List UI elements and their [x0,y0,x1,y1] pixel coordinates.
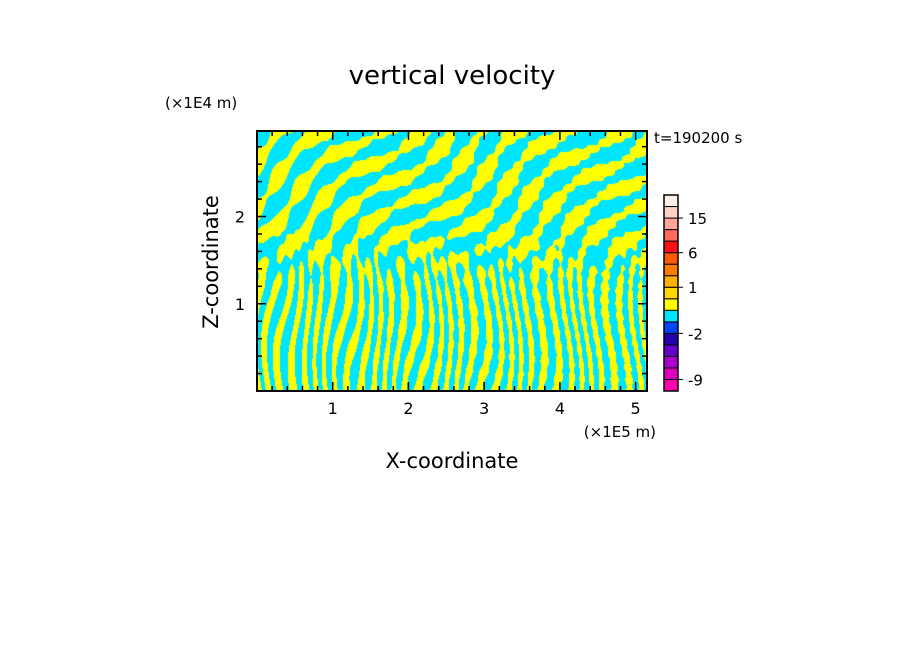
colorbar-tick-label: 15 [688,210,707,228]
x-tick-label: 4 [555,399,565,418]
colorbar-swatch [663,309,679,323]
colorbar-swatch [663,263,679,277]
colorbar-tick-label: -9 [688,371,703,389]
y-tick-label: 1 [235,295,245,314]
y-axis-unit: (×1E4 m) [165,94,237,112]
colorbar-swatch [663,332,679,346]
colorbar-swatch [663,194,679,208]
colorbar-tick-label: 1 [688,279,698,297]
colorbar-tick-label: 6 [688,245,698,263]
x-tick-label: 5 [631,399,641,418]
colorbar-swatch [663,344,679,357]
velocity-field-image [257,131,647,391]
x-axis-label: X-coordinate [386,449,519,473]
colorbar-swatch [663,321,679,334]
x-tick-label: 3 [479,399,489,418]
colorbar-swatch [663,355,679,369]
x-axis-ticks: 1 2 3 4 5 [271,131,641,418]
colorbar-swatch [663,206,679,219]
colorbar-swatch [663,252,679,265]
colorbar-swatch [663,286,679,300]
x-axis-unit: (×1E5 m) [584,423,656,441]
colorbar-tick-label: -2 [688,325,703,343]
colorbar-swatch [663,298,679,311]
colorbar-swatch [663,229,679,242]
y-axis-ticks: 12 [235,145,647,375]
time-label: t=190200 s [654,129,742,147]
colorbar-swatch [663,378,679,392]
colorbar-swatch [663,367,679,380]
colorbar-swatch [663,240,679,254]
x-tick-label: 1 [328,399,338,418]
y-axis-label: Z-coordinate [199,195,223,329]
chart-title: vertical velocity [349,61,556,91]
colorbar-frame [663,194,679,392]
colorbar-swatch [663,275,679,288]
x-tick-label: 2 [403,399,413,418]
y-tick-label: 2 [235,208,245,227]
colorbar-swatch [663,217,679,231]
colorbar: 15 6 1 -2 -9 [663,194,707,392]
plot-frame [256,130,648,392]
velocity-field [257,131,647,391]
